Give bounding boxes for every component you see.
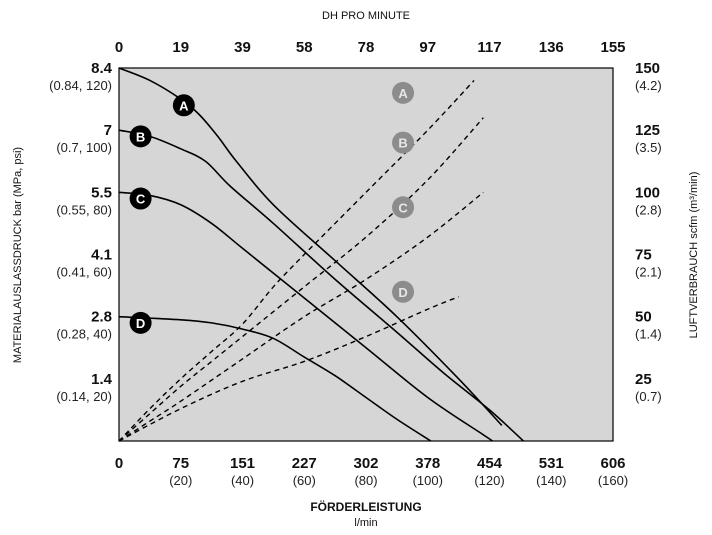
marker-circle xyxy=(392,196,415,219)
bottom-tick-sublabel: (80) xyxy=(354,473,377,488)
right-tick-sublabel: (1.4) xyxy=(635,327,662,342)
bottom-tick-label: 606 xyxy=(600,455,625,472)
pressure-curve-a xyxy=(118,67,503,427)
bottom-tick-sublabel: (120) xyxy=(474,473,504,488)
bottom-tick-label: 0 xyxy=(115,455,123,472)
curve-markers: A B C D A B C D xyxy=(129,81,415,334)
right-tick-label: 100 xyxy=(635,184,660,201)
left-tick-label: 4.1 xyxy=(91,247,112,264)
bottom-tick-label: 227 xyxy=(292,455,317,472)
marker-circle xyxy=(129,125,152,148)
left-tick-label: 8.4 xyxy=(91,60,113,77)
top-tick-label: 19 xyxy=(172,39,189,56)
bottom-axis-title: FÖRDERLEISTUNG xyxy=(310,499,421,514)
marker-label: D xyxy=(398,285,407,300)
right-tick-label: 75 xyxy=(635,247,652,264)
top-tick-label: 97 xyxy=(419,39,436,56)
bottom-tick-sublabel: (20) xyxy=(169,473,192,488)
marker-gray-c: C xyxy=(392,196,415,219)
bottom-tick-label: 378 xyxy=(415,455,440,472)
right-tick-label: 25 xyxy=(635,371,652,388)
bottom-tick-sublabel: (40) xyxy=(231,473,254,488)
marker-label: B xyxy=(398,136,407,151)
air-curve-b xyxy=(118,117,484,442)
air-curve-d xyxy=(118,296,459,442)
marker-label: B xyxy=(136,129,145,144)
right-tick-sublabel: (0.7) xyxy=(635,389,662,404)
left-tick-label: 2.8 xyxy=(91,309,112,326)
marker-label: C xyxy=(398,200,408,215)
bottom-tick-sublabel: (140) xyxy=(536,473,566,488)
marker-circle xyxy=(392,81,415,104)
bottom-tick-label: 531 xyxy=(539,455,564,472)
bottom-tick-label: 302 xyxy=(353,455,378,472)
bottom-axis-unit: l/min xyxy=(354,517,377,529)
marker-label: A xyxy=(179,98,189,113)
plot-area xyxy=(118,67,614,442)
pressure-curve-b xyxy=(118,129,525,442)
marker-label: C xyxy=(136,192,146,207)
top-tick-label: 155 xyxy=(600,39,625,56)
pressure-curve-d xyxy=(118,315,432,442)
top-axis-title: DH PRO MINUTE xyxy=(322,10,410,22)
right-tick-sublabel: (4.2) xyxy=(635,78,662,93)
top-tick-label: 136 xyxy=(539,39,564,56)
top-tick-label: 58 xyxy=(296,39,313,56)
marker-circle xyxy=(129,311,152,334)
marker-black-b: B xyxy=(129,125,152,148)
right-tick-label: 125 xyxy=(635,122,660,139)
marker-label: A xyxy=(398,86,408,101)
right-tick-sublabel: (2.1) xyxy=(635,265,662,280)
marker-circle xyxy=(172,94,195,117)
bottom-tick-label: 454 xyxy=(477,455,503,472)
bottom-tick-sublabel: (100) xyxy=(413,473,443,488)
marker-circle xyxy=(129,187,152,210)
right-axis-title: LUFTVERBRAUCH scfm (m³/min) xyxy=(688,172,700,339)
left-tick-sublabel: (0.28, 40) xyxy=(56,327,112,342)
bottom-tick-label: 151 xyxy=(230,455,255,472)
left-tick-label: 7 xyxy=(104,122,112,139)
top-tick-label: 117 xyxy=(477,39,501,56)
left-tick-sublabel: (0.7, 100) xyxy=(56,140,112,155)
right-tick-label: 150 xyxy=(635,60,660,77)
left-tick-sublabel: (0.55, 80) xyxy=(56,202,112,217)
left-tick-sublabel: (0.41, 60) xyxy=(56,265,112,280)
right-tick-label: 50 xyxy=(635,309,652,326)
marker-label: D xyxy=(136,316,145,331)
marker-circle xyxy=(392,280,415,303)
top-tick-label: 0 xyxy=(115,39,123,56)
left-tick-sublabel: (0.84, 120) xyxy=(49,78,112,93)
top-tick-label: 78 xyxy=(358,39,375,56)
bottom-tick-label: 75 xyxy=(172,455,189,472)
marker-gray-d: D xyxy=(392,280,415,303)
left-tick-label: 1.4 xyxy=(91,371,113,388)
marker-black-d: D xyxy=(129,311,152,334)
left-tick-sublabel: (0.14, 20) xyxy=(56,389,112,404)
marker-gray-b: B xyxy=(392,131,415,154)
pressure-curve-c xyxy=(118,191,494,442)
marker-black-a: A xyxy=(172,94,195,117)
top-tick-label: 39 xyxy=(234,39,251,56)
bottom-tick-sublabel: (160) xyxy=(598,473,628,488)
marker-black-c: C xyxy=(129,187,152,210)
right-tick-sublabel: (3.5) xyxy=(635,140,662,155)
right-tick-sublabel: (2.8) xyxy=(635,202,662,217)
bottom-tick-sublabel: (60) xyxy=(293,473,316,488)
marker-gray-a: A xyxy=(392,81,415,104)
left-tick-label: 5.5 xyxy=(91,184,112,201)
marker-circle xyxy=(392,131,415,154)
left-axis-title: MATERIALAUSLASSDRUCK bar (MPa, psi) xyxy=(12,147,24,363)
